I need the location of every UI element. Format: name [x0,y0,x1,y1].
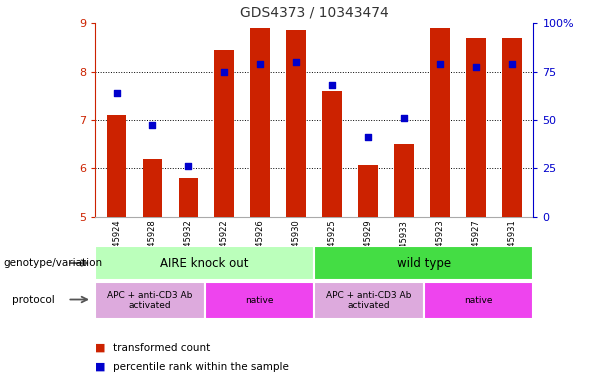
Bar [502,38,522,217]
Point [112,90,121,96]
Bar [430,28,450,217]
Bar [250,28,270,217]
Point [256,61,265,67]
Bar [424,282,533,319]
Bar [95,246,314,280]
Point [327,81,337,88]
Text: transformed count: transformed count [113,343,211,353]
Point [183,163,193,169]
Bar [394,144,414,217]
Bar [107,115,126,217]
Bar [322,91,342,217]
Point [507,61,517,67]
Bar [205,282,314,319]
Point [148,122,158,128]
Bar [314,282,424,319]
Bar [286,30,306,217]
Bar [314,246,533,280]
Bar [358,165,378,217]
Bar [95,282,205,319]
Text: native: native [245,296,273,305]
Text: ■: ■ [95,343,105,353]
Point [219,68,229,74]
Text: AIRE knock out: AIRE knock out [161,257,249,270]
Text: APC + anti-CD3 Ab
activated: APC + anti-CD3 Ab activated [107,291,192,310]
Bar [215,50,234,217]
Text: ■: ■ [95,362,105,372]
Text: APC + anti-CD3 Ab
activated: APC + anti-CD3 Ab activated [326,291,412,310]
Point [363,134,373,140]
Point [291,59,301,65]
Title: GDS4373 / 10343474: GDS4373 / 10343474 [240,5,389,19]
Point [471,64,481,70]
Bar [178,178,198,217]
Point [435,61,445,67]
Text: native: native [464,296,493,305]
Bar [466,38,485,217]
Point [399,114,409,121]
Text: protocol: protocol [12,295,55,305]
Text: wild type: wild type [397,257,451,270]
Bar [143,159,162,217]
Text: percentile rank within the sample: percentile rank within the sample [113,362,289,372]
Text: genotype/variation: genotype/variation [3,258,102,268]
